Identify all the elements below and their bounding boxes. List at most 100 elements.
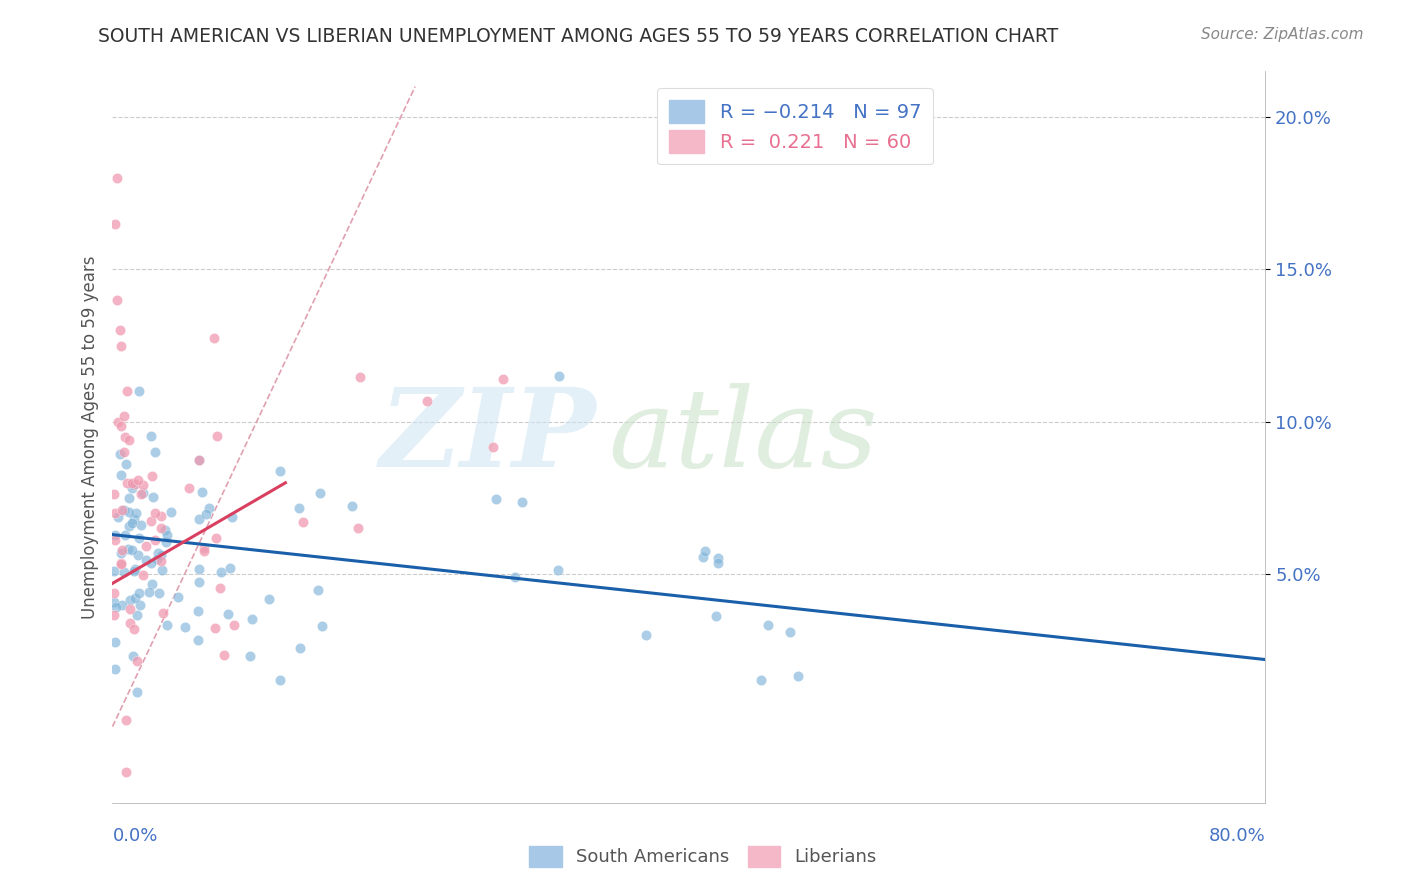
Text: 0.0%: 0.0%: [112, 827, 157, 846]
Point: [143, 533, 166, 547]
Point: [239, 648, 262, 663]
Point: [138, 585, 160, 599]
Point: [110, 419, 132, 434]
Point: [118, 491, 141, 505]
Point: [103, 586, 125, 600]
Point: [103, 595, 125, 609]
Point: [217, 607, 239, 621]
Point: [114, 528, 136, 542]
Point: [114, 765, 136, 780]
Point: [191, 484, 214, 499]
Point: [104, 662, 127, 676]
Point: [112, 409, 135, 423]
Point: [124, 591, 146, 605]
Point: [104, 506, 127, 520]
Point: [187, 453, 209, 467]
Text: SOUTH AMERICAN VS LIBERIAN UNEMPLOYMENT AMONG AGES 55 TO 59 YEARS CORRELATION CH: SOUTH AMERICAN VS LIBERIAN UNEMPLOYMENT …: [98, 27, 1059, 45]
Point: [482, 440, 505, 454]
Point: [117, 541, 139, 556]
Point: [108, 447, 131, 461]
Point: [115, 458, 138, 472]
Point: [128, 531, 150, 545]
Point: [120, 616, 142, 631]
Point: [128, 384, 150, 398]
Point: [152, 606, 174, 620]
Point: [155, 523, 177, 537]
Point: [110, 468, 132, 483]
Point: [122, 512, 145, 526]
Point: [707, 551, 730, 566]
Point: [309, 486, 332, 500]
Point: [122, 649, 145, 664]
Point: [104, 528, 127, 542]
Point: [188, 562, 211, 576]
Point: [141, 576, 163, 591]
Point: [110, 558, 132, 572]
Point: [104, 599, 127, 614]
Point: [103, 607, 125, 622]
Point: [187, 632, 209, 647]
Point: [104, 635, 127, 649]
Point: [104, 533, 127, 548]
Point: [115, 475, 138, 490]
Point: [122, 623, 145, 637]
Point: [124, 476, 146, 491]
Point: [125, 655, 148, 669]
Point: [148, 546, 170, 560]
Point: [121, 482, 143, 496]
Point: [167, 590, 190, 604]
Point: [110, 556, 132, 570]
Point: [112, 566, 135, 580]
Point: [120, 602, 142, 616]
Point: [149, 509, 172, 524]
Point: [290, 641, 312, 656]
Point: [751, 673, 773, 688]
Point: [118, 505, 141, 519]
Point: [188, 453, 211, 467]
Point: [695, 544, 717, 558]
Point: [105, 293, 128, 307]
Point: [311, 619, 333, 633]
Point: [152, 563, 174, 577]
Legend: R = −0.214   N = 97, R =  0.221   N = 60: R = −0.214 N = 97, R = 0.221 N = 60: [658, 88, 932, 164]
Point: [107, 415, 129, 429]
Point: [125, 607, 148, 622]
Point: [198, 500, 221, 515]
Point: [756, 618, 779, 632]
Point: [129, 518, 152, 533]
Point: [204, 331, 226, 345]
Point: [107, 510, 129, 524]
Point: [132, 485, 155, 500]
Point: [121, 543, 143, 558]
Point: [124, 562, 146, 576]
Point: [222, 618, 245, 632]
Point: [128, 585, 150, 599]
Point: [485, 492, 508, 507]
Point: [218, 561, 240, 575]
Point: [142, 491, 165, 505]
Point: [118, 433, 141, 447]
Point: [347, 521, 370, 535]
Point: [108, 323, 131, 337]
Point: [141, 556, 163, 570]
Point: [187, 511, 209, 525]
Point: [110, 546, 132, 560]
Point: [141, 514, 163, 528]
Point: [288, 501, 311, 516]
Point: [145, 445, 167, 459]
Point: [160, 505, 183, 519]
Point: [179, 481, 201, 495]
Point: [112, 502, 135, 516]
Point: [349, 370, 371, 384]
Point: [111, 598, 134, 612]
Point: [221, 510, 243, 524]
Point: [187, 604, 209, 618]
Point: [118, 592, 141, 607]
Point: [121, 478, 143, 492]
Text: atlas: atlas: [609, 384, 877, 491]
Point: [103, 565, 125, 579]
Point: [122, 564, 145, 578]
Point: [129, 598, 152, 612]
Point: [307, 582, 329, 597]
Point: [110, 338, 132, 352]
